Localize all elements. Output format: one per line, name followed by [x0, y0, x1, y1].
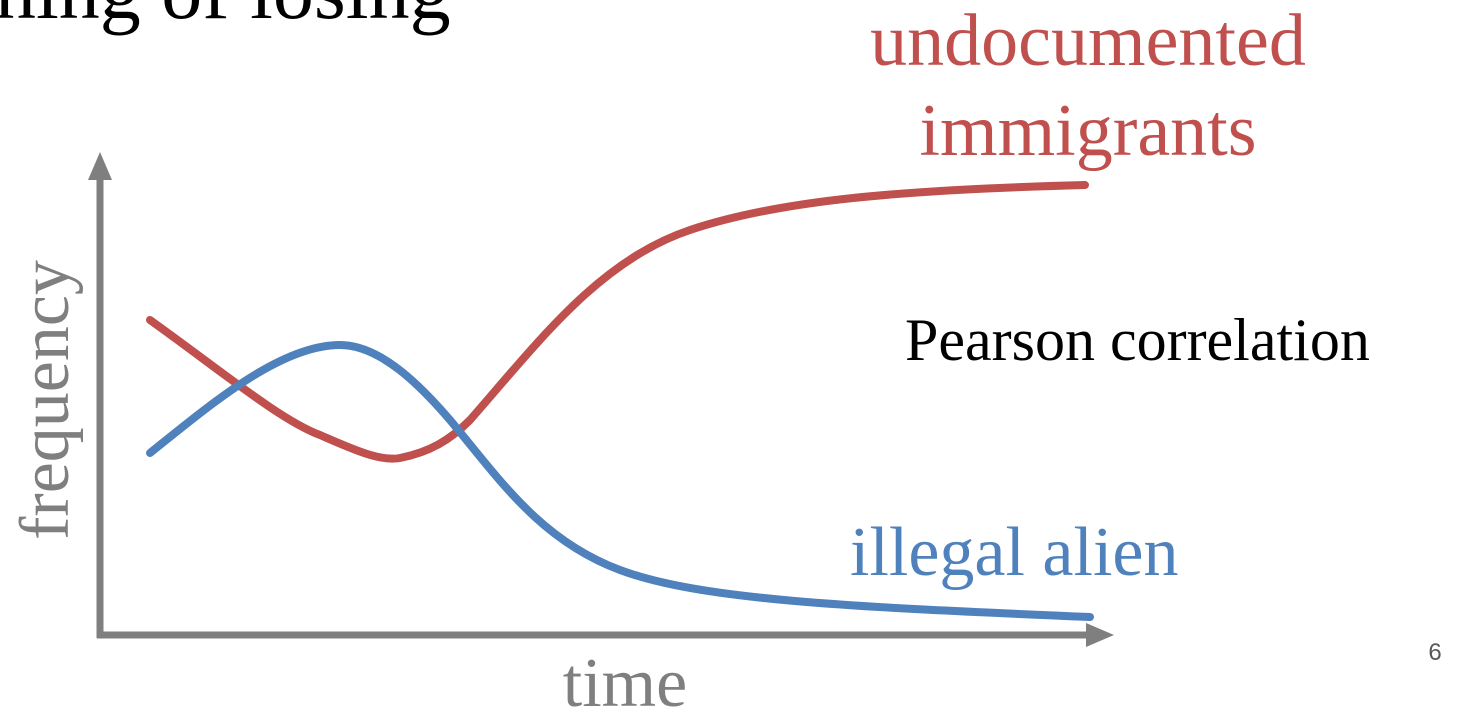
red-curve — [146, 181, 1089, 463]
y-axis-label: frequency — [7, 260, 84, 540]
note: Pearson correlation — [905, 307, 1370, 373]
series-label: immigrants — [919, 90, 1256, 172]
x-axis-label: time — [563, 645, 687, 716]
axes — [88, 152, 1114, 647]
slide-title: ning of losing — [0, 0, 451, 36]
blue-curve — [146, 340, 1094, 621]
x-axis-arrow — [1086, 623, 1114, 647]
series-label: illegal alien — [850, 514, 1178, 591]
series-label: undocumented — [870, 0, 1306, 82]
page-number: 6 — [1428, 639, 1441, 666]
y-axis-arrow — [88, 152, 112, 180]
